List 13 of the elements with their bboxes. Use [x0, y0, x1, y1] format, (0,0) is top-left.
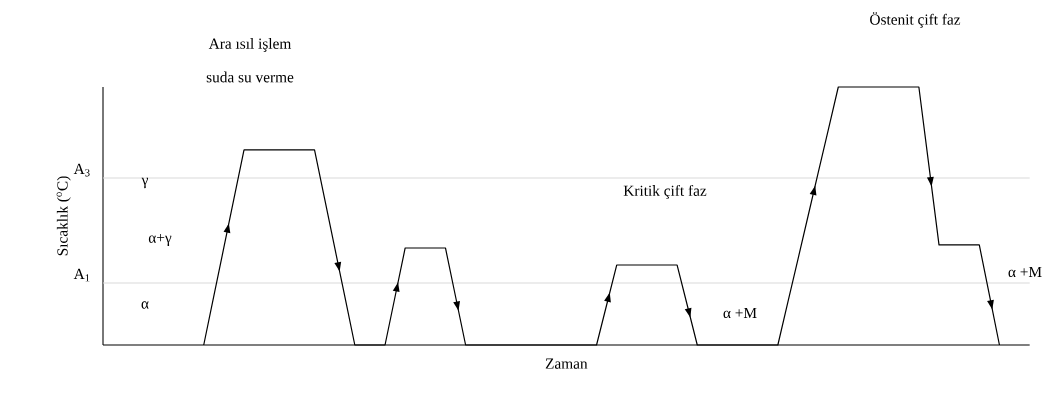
ref-line-label: A$_{1}$ — [73, 268, 90, 282]
y-axis-title: Sıcaklık ($^{o}$C) — [56, 176, 71, 256]
ref-line-label: A$_{3}$ — [73, 163, 90, 177]
annotation: γ — [141, 177, 149, 189]
text: Östenit çift faz — [870, 12, 961, 28]
x-axis-title: Zaman — [545, 358, 588, 369]
annotation: α — [141, 301, 149, 309]
annotation: α +M — [1008, 266, 1042, 278]
annotation: α +M — [723, 307, 757, 319]
text: Ara ısıl işlem — [208, 38, 292, 52]
text: suda su verme — [206, 71, 294, 83]
annotation: Kritik çift faz — [623, 184, 707, 200]
annotation: α+γ — [148, 234, 172, 246]
